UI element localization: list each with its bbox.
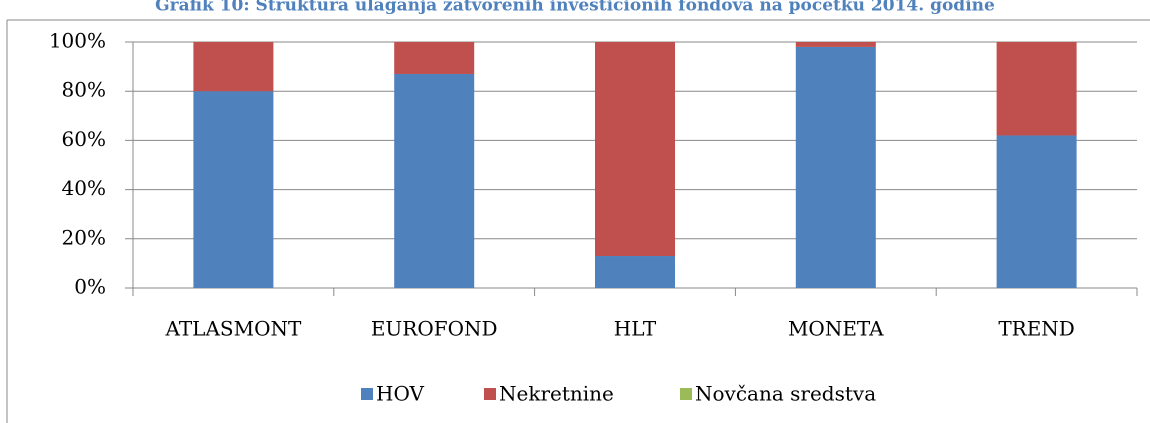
legend-swatch [484,388,496,400]
legend-swatch [680,388,692,400]
bar-segment [795,42,876,47]
y-tick-label: 20% [62,225,106,249]
chart-title: Grafik 10: Struktura ulaganja zatvorenih… [155,0,995,16]
x-tick-label: MONETA [788,317,884,341]
bar-segment [996,135,1077,288]
legend-swatch [361,388,373,400]
x-tick-label: ATLASMONT [164,317,301,341]
y-tick-label: 40% [62,176,106,200]
y-tick-label: 100% [49,29,106,53]
bar-segment [193,91,274,288]
legend-label: Novčana sredstva [695,382,876,406]
bar-segment [394,73,475,288]
bar-segment [996,42,1077,136]
x-tick-label: HLT [614,317,657,341]
legend-label: Nekretnine [499,382,614,406]
bar-segment [795,46,876,288]
x-tick-label: TREND [998,317,1075,341]
legend-label: HOV [376,382,424,406]
x-tick-label: EUROFOND [371,317,498,341]
bar-segment [394,42,475,74]
y-tick-label: 80% [62,78,106,102]
y-tick-label: 60% [62,127,106,151]
bar-segment [193,42,274,92]
bar-segment [595,256,675,288]
bar-segment [595,42,675,257]
y-tick-label: 0% [74,275,106,299]
